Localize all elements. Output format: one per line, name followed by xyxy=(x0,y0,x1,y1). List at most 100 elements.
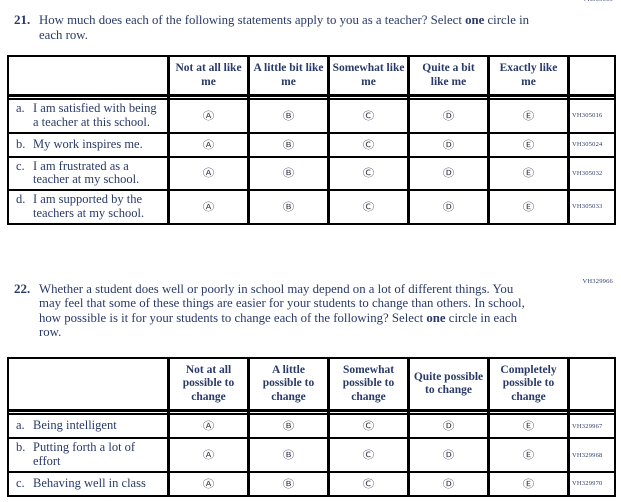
row-label: c. xyxy=(16,475,25,490)
answer-circle-c[interactable]: Ⓒ xyxy=(362,200,375,214)
statement-text: Being intelligent xyxy=(33,418,117,433)
answer-circle-a[interactable]: Ⓐ xyxy=(202,109,215,123)
q21-col-header-2: A little bit like me xyxy=(247,57,327,97)
answer-circle-a[interactable]: Ⓐ xyxy=(202,477,215,491)
answer-circle-c[interactable]: Ⓒ xyxy=(362,449,375,462)
q22-statement-column-header xyxy=(9,359,167,413)
divider-row xyxy=(9,97,614,100)
row-label: b. xyxy=(16,440,26,455)
option-cell: Ⓓ xyxy=(407,439,487,473)
option-cell: Ⓔ xyxy=(487,415,567,440)
option-cell: Ⓔ xyxy=(487,439,567,473)
q21-col-header-3: Somewhat like me xyxy=(327,57,407,97)
answer-circle-c[interactable]: Ⓒ xyxy=(362,420,375,433)
option-cell: Ⓐ xyxy=(167,133,247,158)
q21-bold-one: one xyxy=(465,13,485,27)
item-code: VH329967 xyxy=(567,415,614,440)
item-code-q22: VH329966 xyxy=(582,277,613,285)
option-cell: Ⓒ xyxy=(327,415,407,440)
statement-cell: b. Putting forth a lot of effort xyxy=(9,439,167,473)
question-22-table: Not at all possible to change A little p… xyxy=(7,356,616,497)
option-cell: Ⓑ xyxy=(247,191,327,223)
divider-row xyxy=(9,412,614,416)
answer-circle-a[interactable]: Ⓐ xyxy=(202,200,215,214)
statement-text: Putting forth a lot of effort xyxy=(33,440,136,469)
statement-cell: b. My work inspires me. xyxy=(9,134,167,158)
row-label: a. xyxy=(16,418,25,433)
q22-code-column-header xyxy=(567,358,614,413)
option-cell: Ⓑ xyxy=(247,472,327,495)
option-cell: Ⓓ xyxy=(407,133,487,158)
option-cell: Ⓓ xyxy=(407,157,487,192)
answer-circle-a[interactable]: Ⓐ xyxy=(202,449,215,462)
statement-text: I am frustrated as a teacher at my schoo… xyxy=(33,158,140,187)
option-cell: Ⓔ xyxy=(487,133,567,158)
item-code: VH305032 xyxy=(567,157,614,192)
q22-bold-one: one xyxy=(426,310,446,325)
row-label: b. xyxy=(16,136,26,151)
q22-prompt-start: Whether a student does well or poorly in… xyxy=(39,281,525,325)
answer-circle-e[interactable]: Ⓔ xyxy=(522,109,535,123)
answer-circle-c[interactable]: Ⓒ xyxy=(362,109,375,123)
answer-circle-d[interactable]: Ⓓ xyxy=(442,420,455,433)
q21-prompt-end: circle in each row. xyxy=(39,13,530,42)
answer-circle-d[interactable]: Ⓓ xyxy=(442,200,455,214)
row-label: c. xyxy=(16,158,25,173)
answer-circle-a[interactable]: Ⓐ xyxy=(202,420,215,433)
table-row-q21a: a. I am satisfied with being a teacher at… xyxy=(9,100,614,134)
question-22-prompt: Whether a student does well or poorly in… xyxy=(39,282,537,340)
question-22-text: 22. Whether a student does well or poorl… xyxy=(14,281,621,340)
q22-col-header-1: Not at all possible to change xyxy=(167,358,247,413)
answer-circle-d[interactable]: Ⓓ xyxy=(442,477,455,491)
question-21-table: Not at all like me A little bit like me … xyxy=(7,55,616,225)
answer-circle-a[interactable]: Ⓐ xyxy=(202,167,215,180)
answer-circle-c[interactable]: Ⓒ xyxy=(362,477,375,491)
answer-circle-d[interactable]: Ⓓ xyxy=(442,449,455,462)
table-row-q22a: a. Being intelligent Ⓐ Ⓑ Ⓒ Ⓓ Ⓔ VH329967 xyxy=(9,415,614,440)
option-cell: Ⓔ xyxy=(487,157,567,192)
item-code: VH305033 xyxy=(567,191,614,223)
answer-circle-b[interactable]: Ⓑ xyxy=(282,200,295,214)
answer-circle-b[interactable]: Ⓑ xyxy=(282,138,295,151)
answer-circle-e[interactable]: Ⓔ xyxy=(522,449,535,462)
option-cell: Ⓐ xyxy=(167,191,247,223)
item-code: VH329968 xyxy=(567,439,614,473)
q22-col-header-2: A little possible to change xyxy=(247,358,327,413)
statement-cell: a. I am satisfied with being a teacher at… xyxy=(9,100,167,134)
answer-circle-b[interactable]: Ⓑ xyxy=(282,167,295,180)
answer-circle-b[interactable]: Ⓑ xyxy=(282,420,295,433)
question-21-prompt: How much does each of the following stat… xyxy=(39,13,539,42)
statement-text: I am supported by the teachers at my sch… xyxy=(33,192,145,220)
answer-circle-e[interactable]: Ⓔ xyxy=(522,477,535,491)
q21-col-header-4: Quite a bit like me xyxy=(407,57,487,97)
answer-circle-e[interactable]: Ⓔ xyxy=(522,200,535,214)
q21-header-row: Not at all like me A little bit like me … xyxy=(9,57,614,97)
option-cell: Ⓒ xyxy=(327,472,407,495)
question-21-block: VH305005 21. How much does each of the f… xyxy=(0,0,621,225)
table-row-q21c: c. I am frustrated as a teacher at my sch… xyxy=(9,157,614,192)
q22-prompt-end: circle in each row. xyxy=(39,310,517,340)
answer-circle-e[interactable]: Ⓔ xyxy=(522,420,535,433)
answer-circle-a[interactable]: Ⓐ xyxy=(202,138,215,151)
item-code-q21: VH305005 xyxy=(583,0,614,3)
answer-circle-e[interactable]: Ⓔ xyxy=(522,167,535,180)
answer-circle-b[interactable]: Ⓑ xyxy=(282,477,295,491)
answer-circle-d[interactable]: Ⓓ xyxy=(442,109,455,123)
answer-circle-d[interactable]: Ⓓ xyxy=(442,138,455,151)
answer-circle-e[interactable]: Ⓔ xyxy=(522,138,535,151)
option-cell: Ⓓ xyxy=(407,191,487,223)
answer-circle-c[interactable]: Ⓒ xyxy=(362,167,375,180)
option-cell: Ⓔ xyxy=(487,100,567,134)
answer-circle-b[interactable]: Ⓑ xyxy=(282,449,295,462)
option-cell: Ⓑ xyxy=(247,100,327,134)
answer-circle-b[interactable]: Ⓑ xyxy=(282,109,295,123)
option-cell: Ⓓ xyxy=(407,472,487,495)
answer-circle-c[interactable]: Ⓒ xyxy=(362,138,375,151)
statement-text: My work inspires me. xyxy=(33,136,143,151)
q21-col-header-5: Exactly like me xyxy=(487,57,567,97)
answer-circle-d[interactable]: Ⓓ xyxy=(442,167,455,180)
option-cell: Ⓑ xyxy=(247,415,327,440)
item-code: VH305016 xyxy=(567,100,614,134)
option-cell: Ⓐ xyxy=(167,415,247,440)
